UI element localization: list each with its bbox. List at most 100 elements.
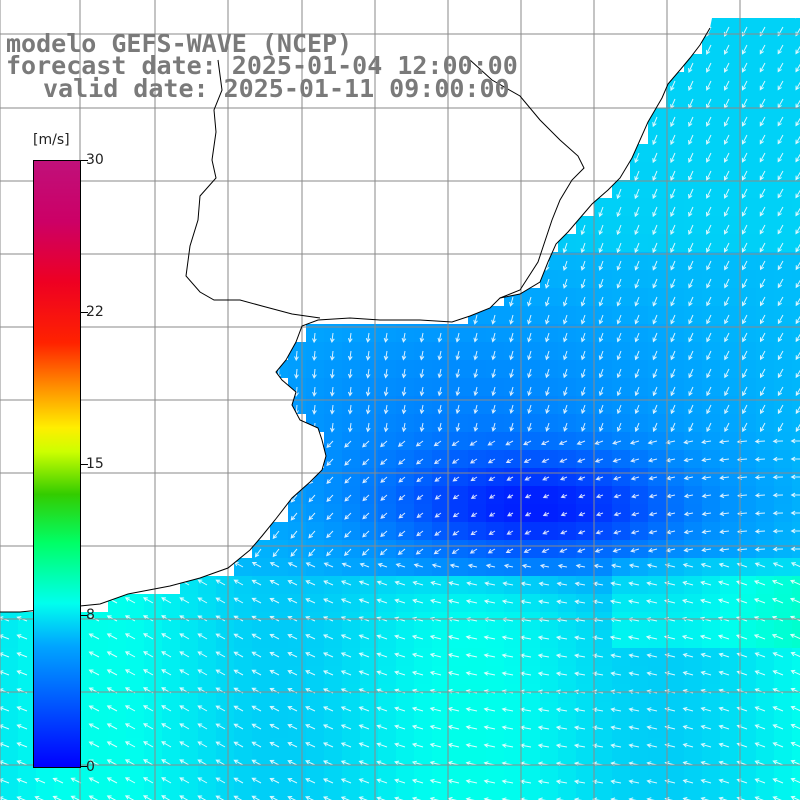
wind-arrow (487, 548, 496, 554)
wind-arrow (652, 314, 658, 325)
wind-arrow (581, 404, 586, 415)
wind-arrow (670, 134, 676, 146)
wind-arrow (197, 651, 208, 658)
wind-arrow (646, 779, 658, 784)
wind-arrow (509, 350, 514, 361)
wind-arrow (580, 224, 586, 236)
wind-arrow (501, 707, 514, 712)
wind-cell (504, 792, 522, 800)
wind-arrow (753, 598, 766, 604)
wind-arrow (505, 440, 514, 446)
wind-arrow (287, 724, 298, 730)
wind-arrow (437, 386, 443, 397)
wind-arrow (340, 760, 352, 766)
wind-arrow (670, 224, 676, 235)
wind-arrow (754, 742, 766, 748)
wind-arrow (447, 724, 460, 730)
wind-arrow (593, 563, 604, 569)
wind-arrow (759, 152, 766, 163)
wind-arrow (610, 563, 622, 569)
wind-arrow (233, 777, 244, 784)
wind-arrow (688, 278, 694, 289)
wind-arrow (646, 743, 658, 748)
wind-arrow (376, 580, 388, 586)
wind-arrow (197, 597, 208, 604)
wind-arrow (437, 350, 443, 361)
wind-arrow (723, 206, 730, 217)
wind-arrow (287, 670, 298, 676)
wind-cell (324, 792, 342, 800)
wind-arrow (580, 242, 586, 254)
wind-arrow (323, 598, 334, 604)
wind-arrow (545, 296, 550, 307)
wind-arrow (509, 404, 514, 415)
wind-arrow (419, 386, 425, 397)
wind-arrow (700, 706, 712, 712)
wind-arrow (233, 723, 244, 730)
wind-arrow (706, 152, 712, 163)
wind-arrow (754, 724, 766, 730)
wind-arrow (723, 152, 730, 163)
wind-arrow (688, 80, 694, 91)
wind-arrow (467, 563, 478, 569)
wind-arrow (706, 296, 712, 307)
wind-arrow (790, 759, 800, 766)
wind-arrow (447, 742, 460, 748)
wind-arrow (326, 530, 334, 539)
wind-cell (612, 792, 630, 800)
wind-arrow (610, 725, 622, 731)
wind-arrow (777, 242, 784, 253)
wind-arrow (683, 475, 694, 481)
wind-arrow (645, 599, 658, 604)
wind-arrow (537, 635, 550, 641)
wind-arrow (376, 742, 388, 748)
wind-arrow (412, 598, 424, 604)
wind-arrow (524, 530, 532, 535)
wind-arrow (305, 706, 316, 712)
wind-arrow (670, 116, 676, 128)
wind-arrow (70, 777, 82, 784)
wind-arrow (555, 635, 568, 641)
wind-arrow (269, 651, 280, 658)
wind-arrow (179, 615, 190, 622)
wind-arrow (700, 670, 712, 676)
wind-arrow (555, 779, 568, 785)
wind-arrow (718, 439, 730, 445)
wind-arrow (287, 562, 298, 568)
wind-arrow (759, 278, 766, 289)
wind-arrow (323, 580, 334, 586)
wind-arrow (448, 581, 460, 586)
wind-arrow (701, 547, 712, 553)
wind-arrow (578, 511, 586, 517)
wind-arrow (688, 188, 694, 199)
wind-arrow (628, 563, 640, 569)
colorbar (33, 160, 81, 768)
wind-arrow (652, 242, 658, 254)
wind-arrow (411, 634, 424, 640)
wind-arrow (269, 759, 280, 766)
wind-cell (792, 234, 800, 252)
wind-arrow (577, 548, 586, 553)
wind-arrow (394, 634, 406, 640)
colorbar-tick (80, 766, 88, 767)
wind-arrow (700, 562, 712, 568)
wind-arrow (557, 563, 568, 569)
wind-arrow (401, 332, 407, 343)
wind-arrow (290, 530, 298, 539)
wind-arrow (616, 296, 622, 307)
wind-cell (360, 792, 378, 800)
wind-arrow (646, 581, 658, 586)
wind-arrow (0, 796, 8, 800)
wind-arrow (347, 350, 353, 361)
wind-cell (522, 792, 540, 800)
wind-arrow (290, 494, 298, 503)
wind-arrow (437, 422, 443, 433)
wind-arrow (630, 475, 640, 481)
wind-arrow (447, 635, 460, 640)
wind-arrow (741, 188, 748, 199)
wind-arrow (358, 760, 370, 766)
wind-arrow (701, 457, 712, 463)
wind-arrow (483, 779, 496, 784)
wind-arrow (723, 80, 730, 91)
wind-arrow (16, 706, 28, 712)
